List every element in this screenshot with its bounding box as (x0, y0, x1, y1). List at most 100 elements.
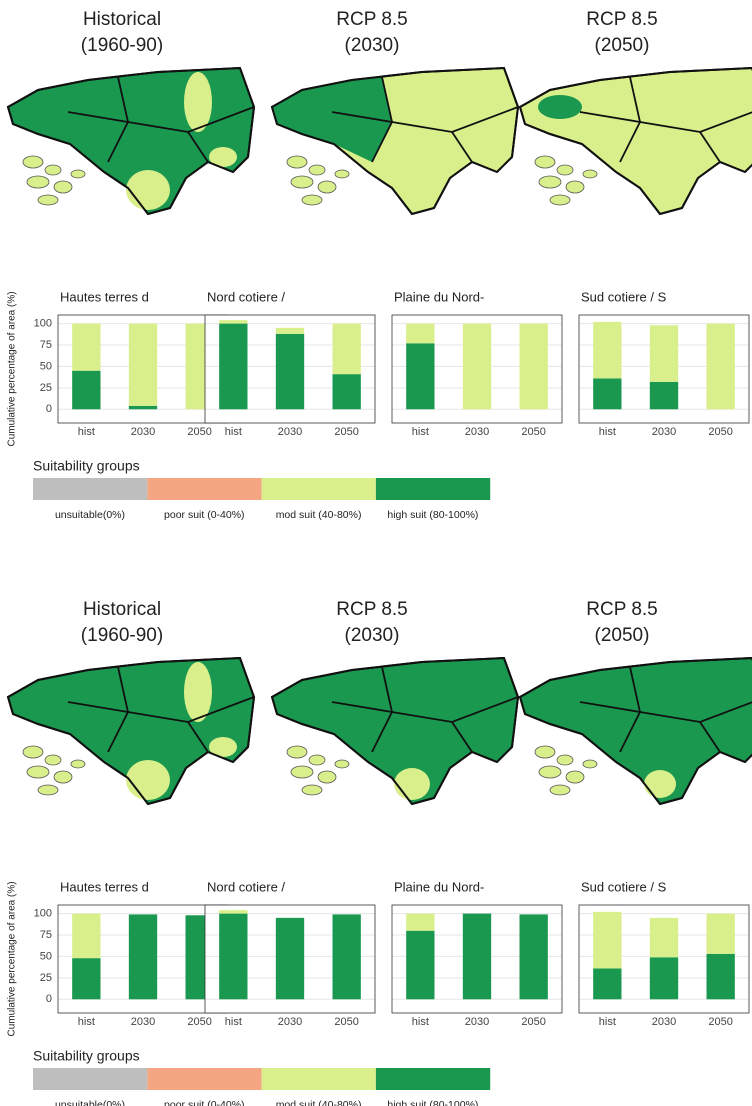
map-outline (270, 66, 520, 216)
map (518, 656, 752, 806)
map-island (582, 759, 598, 769)
map-island (301, 784, 323, 796)
map-zone (126, 170, 170, 210)
map-boundary (451, 131, 473, 163)
map-island (308, 164, 326, 176)
map-boundary (579, 111, 752, 133)
map-outline (518, 66, 752, 216)
bar-segment (128, 914, 158, 1000)
map-island (286, 745, 308, 759)
x-tick-label: 2030 (652, 426, 676, 438)
map-island (70, 759, 86, 769)
x-tick-label: 2050 (187, 426, 211, 438)
x-tick-label: hist (225, 1016, 242, 1028)
map-title: RCP 8.5 (336, 9, 407, 30)
map-boundary (67, 696, 255, 723)
x-tick-label: 2050 (708, 426, 732, 438)
bar-segment (275, 333, 305, 410)
facet-border (204, 904, 376, 1014)
facet-title: Sud cotiere / S (581, 879, 667, 894)
bar-segment (593, 321, 622, 379)
bar-segment (649, 381, 679, 410)
map-island (549, 194, 571, 206)
legend-title: Suitability groups (33, 458, 140, 474)
legend-swatch (261, 1068, 376, 1090)
facet-border (578, 904, 750, 1014)
map-zone (184, 72, 212, 132)
x-tick-label: hist (599, 426, 616, 438)
map-island (565, 770, 585, 784)
map-island (37, 194, 59, 206)
facet-title: Nord cotiere / (207, 289, 285, 304)
map-island (308, 754, 326, 766)
bar-segment (462, 323, 492, 410)
map-outline (6, 656, 256, 806)
y-tick-label: 50 (40, 950, 52, 962)
map-zone (394, 768, 430, 800)
map-boundary (187, 721, 209, 753)
bar-segment (275, 327, 305, 334)
y-tick-label: 100 (34, 317, 52, 329)
map-island (538, 765, 562, 779)
map-zone (209, 737, 237, 757)
x-tick-label: 2050 (187, 1016, 211, 1028)
facet-title: Sud cotiere / S (581, 289, 667, 304)
bar-segment (406, 343, 435, 410)
map-title: RCP 8.5 (336, 599, 407, 620)
facet-title: Plaine du Nord- (394, 879, 484, 894)
bar-segment (219, 323, 248, 410)
legend-swatch (33, 1068, 148, 1090)
x-tick-label: 2030 (465, 1016, 489, 1028)
legend-label: high suit (80-100%) (387, 1099, 478, 1106)
y-axis-label: Cumulative percentage of area (%) (7, 881, 18, 1036)
x-tick-label: hist (78, 1016, 95, 1028)
map-outline (518, 656, 752, 806)
map-island (334, 169, 350, 179)
legend-label: high suit (80-100%) (387, 509, 478, 521)
x-tick-label: hist (225, 426, 242, 438)
bar-segment (72, 913, 101, 959)
map-island (556, 164, 574, 176)
bar-segment (275, 917, 305, 1000)
x-tick-label: 2050 (334, 1016, 358, 1028)
bar-segment (706, 913, 735, 954)
facet-title: Hautes terres d (60, 879, 149, 894)
map-island (538, 175, 562, 189)
map-boundary (451, 721, 473, 753)
map (270, 656, 520, 806)
map-island (26, 175, 50, 189)
y-tick-label: 25 (40, 972, 52, 984)
facet-border (578, 314, 750, 424)
bar-segment (128, 405, 158, 410)
legend-label: unsuitable(0%) (55, 509, 125, 521)
map-island (53, 770, 73, 784)
x-tick-label: 2030 (278, 426, 302, 438)
map-period: (2030) (345, 625, 400, 646)
map-island (317, 180, 337, 194)
legend-label: poor suit (0-40%) (164, 509, 245, 521)
map-boundary (187, 131, 209, 163)
map-island (22, 155, 44, 169)
x-tick-label: 2050 (334, 426, 358, 438)
map-zone (644, 770, 676, 798)
bar-segment (72, 370, 101, 410)
bar-segment (649, 957, 679, 1000)
legend-swatch (375, 478, 491, 500)
x-tick-label: 2050 (521, 426, 545, 438)
legend-title: Suitability groups (33, 1048, 140, 1064)
map-boundary (67, 106, 255, 133)
x-tick-label: 2030 (465, 426, 489, 438)
y-tick-label: 0 (46, 403, 52, 415)
map-island (582, 169, 598, 179)
legend-swatch (375, 1068, 491, 1090)
map-period: (2050) (595, 625, 650, 646)
bar-segment (706, 323, 735, 410)
y-tick-label: 100 (34, 907, 52, 919)
map-outline (6, 66, 256, 216)
facet-title: Hautes terres d (60, 289, 149, 304)
map-period: (1960-90) (81, 625, 163, 646)
map (6, 66, 256, 216)
map-title: Historical (83, 599, 161, 620)
map-island (26, 765, 50, 779)
bar-segment (219, 913, 248, 1000)
